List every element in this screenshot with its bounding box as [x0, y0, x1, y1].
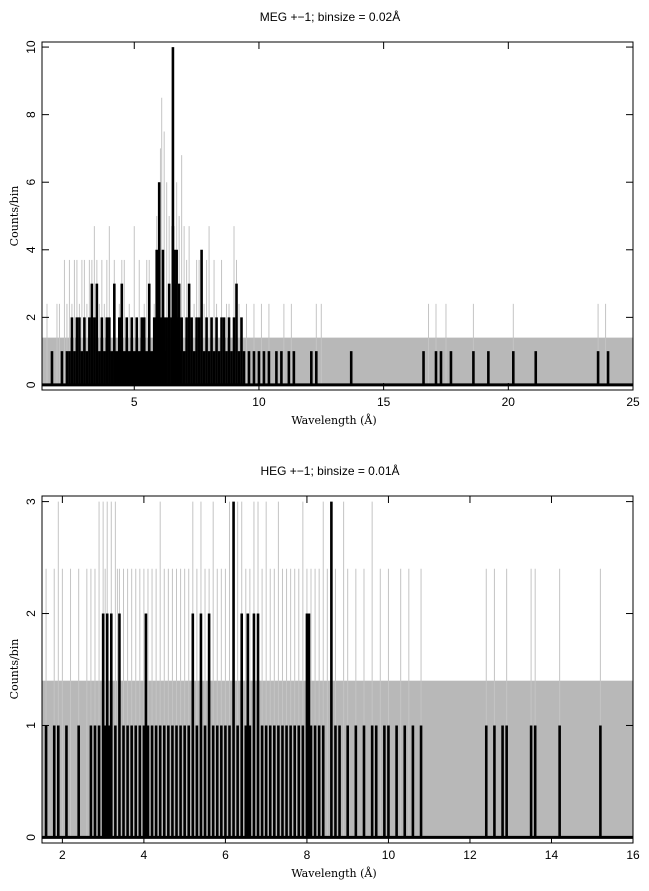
heg-y-tick-label: 2	[24, 610, 38, 617]
meg-x-tick-label: 25	[626, 395, 640, 409]
meg-panel: MEG +−1; binsize = 0.02Å 5 10 15 20 25 0 2 4 6 8 1…	[8, 9, 640, 427]
meg-ticks: 5 10 15 20 25 0 2 4 6 8 10	[24, 40, 640, 409]
meg-y-tick-label: 8	[24, 111, 38, 118]
meg-ylabel: Counts/bin	[8, 186, 21, 247]
heg-x-tick-label: 12	[463, 848, 477, 862]
meg-x-tick-label: 15	[377, 395, 391, 409]
heg-x-tick-label: 4	[141, 848, 148, 862]
meg-y-tick-label: 0	[24, 381, 38, 388]
heg-x-tick-label: 14	[545, 848, 559, 862]
heg-ylabel: Counts/bin	[8, 639, 21, 700]
heg-y-tick-label: 0	[24, 834, 38, 841]
heg-x-tick-label: 8	[304, 848, 311, 862]
heg-title: HEG +−1; binsize = 0.01Å	[260, 463, 399, 478]
heg-x-tick-label: 10	[382, 848, 396, 862]
meg-x-tick-label: 20	[502, 395, 516, 409]
heg-x-tick-label: 16	[626, 848, 640, 862]
heg-x-tick-label: 6	[222, 848, 229, 862]
meg-title: MEG +−1; binsize = 0.02Å	[260, 9, 400, 24]
meg-black-series	[42, 47, 633, 387]
heg-black-series	[42, 501, 633, 839]
heg-plot-frame	[41, 495, 634, 844]
heg-panel: HEG +−1; binsize = 0.01Å 2 4 6 8 10 12 14 16012…	[8, 463, 640, 880]
meg-y-tick-label: 6	[24, 179, 38, 186]
meg-plot-frame	[41, 41, 634, 391]
meg-x-tick-label: 5	[131, 395, 138, 409]
meg-y-tick-label: 2	[24, 314, 38, 321]
heg-y-tick-label: 3	[24, 498, 38, 505]
meg-xlabel: Wavelength (Å)	[291, 413, 376, 427]
heg-xlabel: Wavelength (Å)	[291, 866, 376, 880]
meg-y-tick-label: 10	[24, 40, 38, 54]
meg-y-tick-label: 4	[24, 246, 38, 253]
heg-y-tick-label: 1	[24, 722, 38, 729]
meg-x-tick-label: 10	[252, 395, 266, 409]
heg-x-tick-label: 2	[59, 848, 66, 862]
